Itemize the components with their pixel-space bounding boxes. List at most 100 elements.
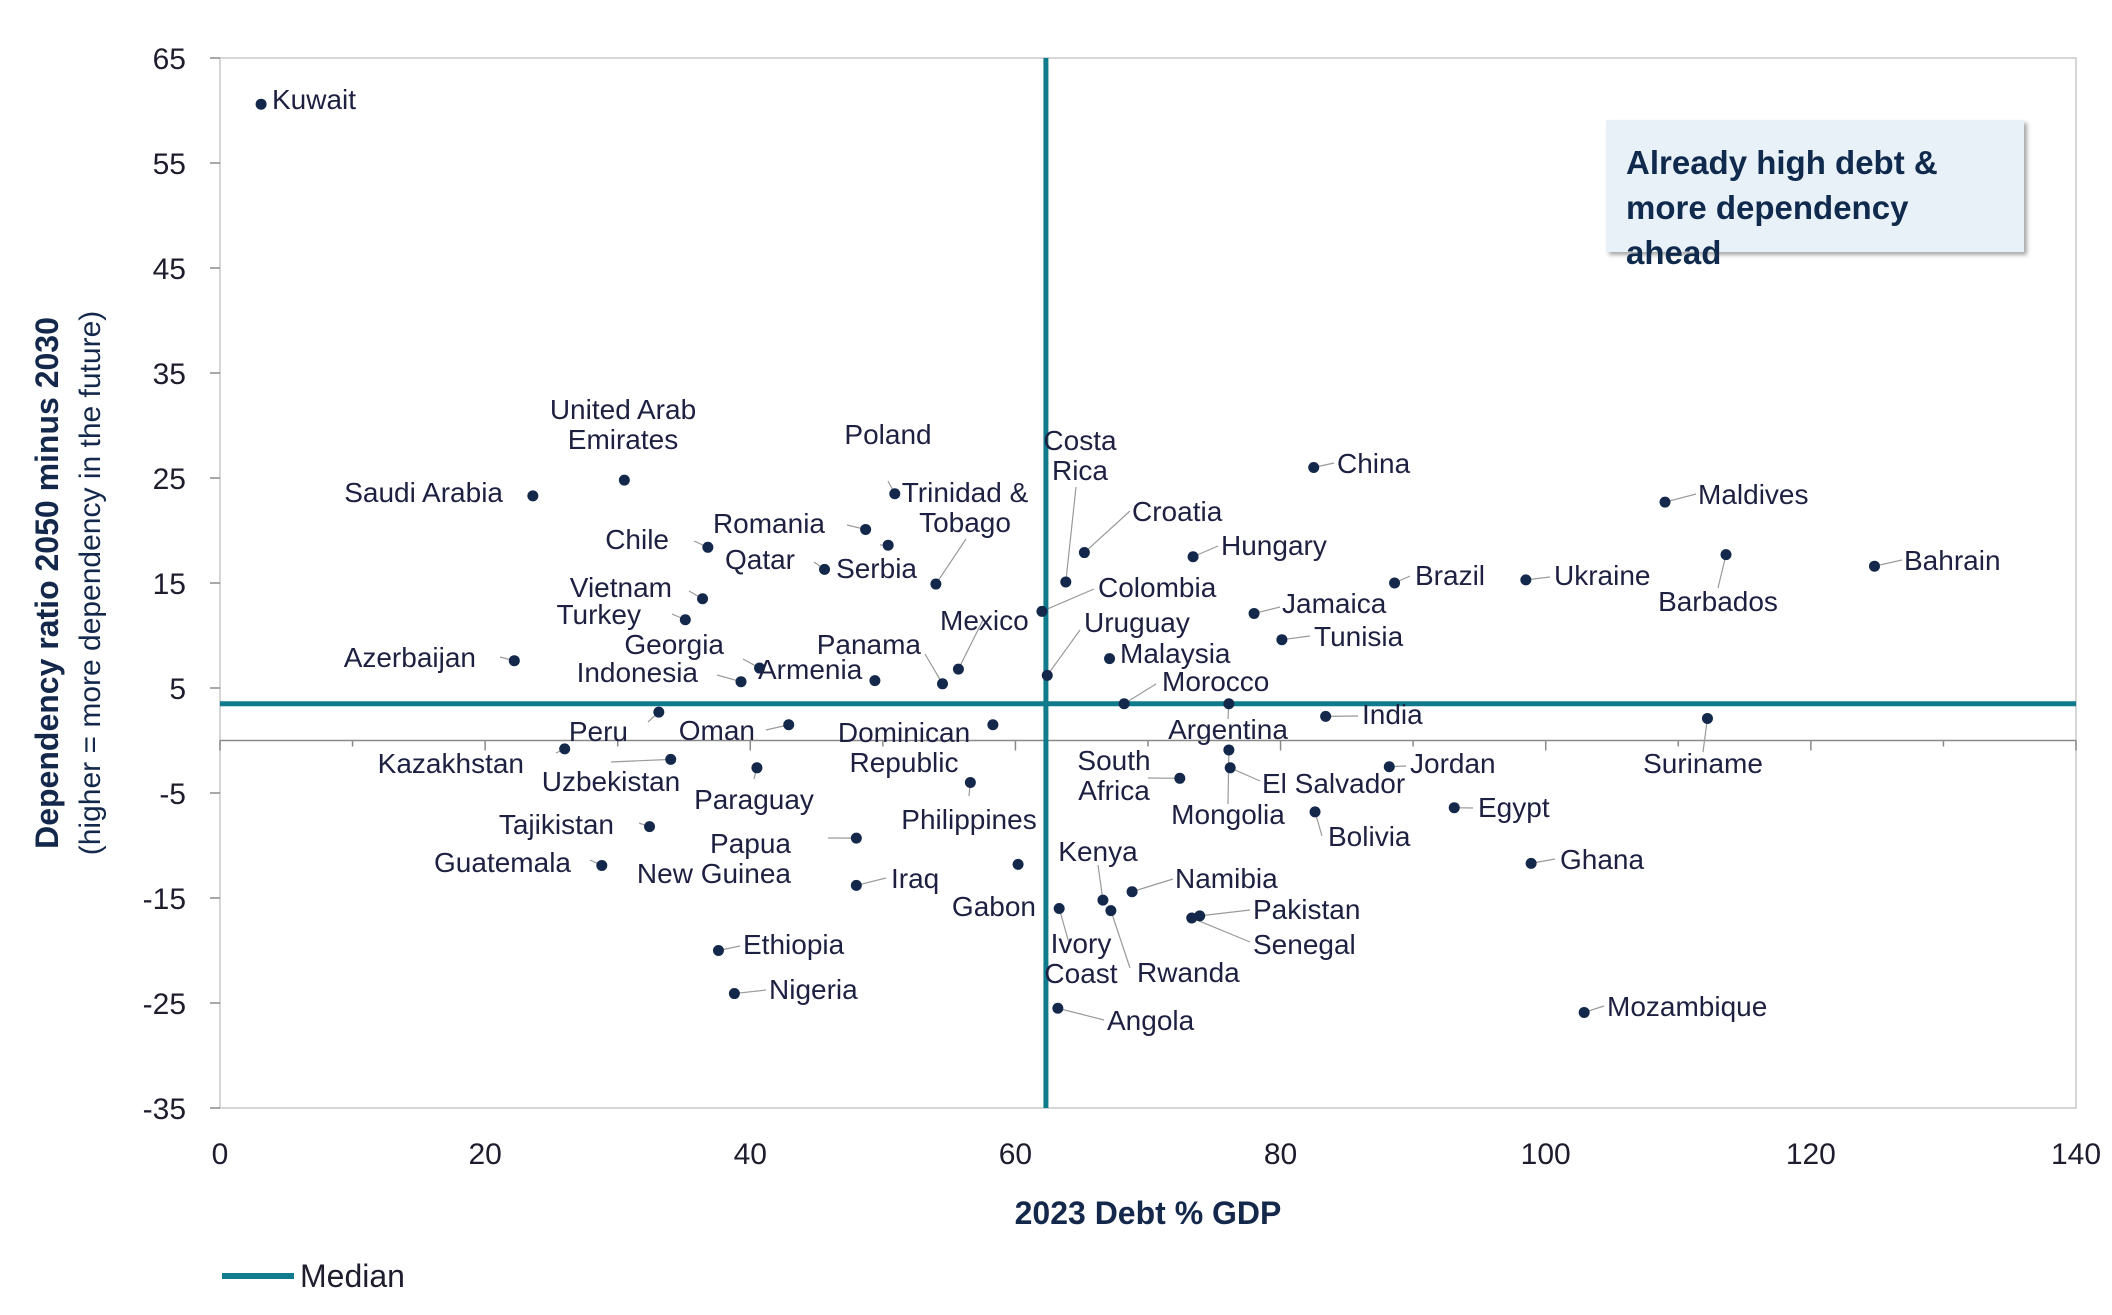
label-line: Costa [1043, 425, 1117, 456]
leader-barbados [1717, 554, 1727, 589]
point-poland [889, 488, 901, 500]
x-tick-label: 80 [1264, 1138, 1297, 1171]
label-line: Bahrain [1904, 545, 2001, 576]
point-egypt [1448, 802, 1460, 814]
label-line: Chile [605, 524, 669, 555]
label-dominican-republic: Dominican Republic [838, 717, 970, 778]
label-barbados: Barbados [1658, 586, 1778, 617]
point-united-arab-emirates [618, 474, 630, 486]
point-philippines [964, 777, 976, 788]
point-gabon [1012, 858, 1024, 870]
label-iraq: Iraq [891, 863, 939, 894]
label-line: Papua [710, 828, 791, 859]
label-line: Croatia [1132, 496, 1223, 527]
label-line: Georgia [624, 629, 724, 660]
label-line: Senegal [1253, 929, 1356, 960]
label-senegal: Senegal [1253, 929, 1356, 960]
label-serbia: Serbia [836, 553, 917, 584]
label-chile: Chile [605, 524, 669, 555]
label-line: Jordan [1410, 748, 1496, 779]
label-mongolia: Mongolia [1171, 799, 1285, 830]
label-line: Panama [817, 629, 922, 660]
label-layer: Kuwait Saudi Arabia United Arab Emirates Chi… [272, 84, 2001, 1036]
label-line: Trinidad & [902, 477, 1029, 508]
y-tick-label: 45 [153, 253, 186, 286]
label-el-salvador: El Salvador [1262, 768, 1405, 799]
label-kazakhstan: Kazakhstan [378, 748, 524, 779]
label-china: China [1337, 448, 1411, 479]
point-ivory-coast [1053, 903, 1065, 914]
label-ivory-coast: Ivory Coast [1044, 928, 1117, 989]
point-guatemala [596, 859, 608, 871]
point-bahrain [1868, 560, 1880, 572]
point-kenya [1097, 894, 1109, 906]
label-argentina: Argentina [1168, 714, 1288, 745]
point-bolivia [1309, 806, 1321, 818]
point-papua-new-guinea [850, 832, 862, 844]
label-line: New Guinea [637, 858, 792, 889]
leader-costa-rica [1065, 486, 1077, 583]
point-suriname [1701, 712, 1713, 724]
label-kenya: Kenya [1058, 836, 1138, 867]
label-line: Bolivia [1328, 821, 1411, 852]
label-jamaica: Jamaica [1282, 588, 1387, 619]
point-peru [653, 706, 665, 718]
label-line: El Salvador [1262, 768, 1405, 799]
leader-uzbekistan [610, 758, 671, 763]
point-barbados [1720, 549, 1732, 561]
label-line: Azerbaijan [344, 642, 476, 673]
point-romania [860, 523, 872, 535]
point-armenia [869, 675, 881, 687]
label-azerbaijan: Azerbaijan [344, 642, 476, 673]
label-line: Maldives [1698, 479, 1808, 510]
point-qatar [819, 563, 831, 575]
label-line: Kazakhstan [378, 748, 524, 779]
label-kuwait: Kuwait [272, 84, 356, 115]
point-trinidad-tobago [930, 578, 942, 590]
label-line: Ukraine [1554, 560, 1650, 591]
label-line: Paraguay [694, 784, 814, 815]
point-azerbaijan [508, 655, 520, 667]
label-line: Turkey [556, 599, 641, 630]
point-argentina [1223, 698, 1235, 710]
point-kazakhstan [559, 743, 571, 755]
leader-namibia [1131, 878, 1174, 893]
x-axis-title: 2023 Debt % GDP [1015, 1195, 1282, 1231]
x-tick-label: 40 [734, 1138, 767, 1171]
label-tunisia: Tunisia [1314, 621, 1404, 652]
leader-senegal [1191, 917, 1251, 943]
label-uruguay: Uruguay [1084, 607, 1190, 638]
label-line: Romania [713, 508, 825, 539]
point-hungary [1187, 551, 1199, 563]
label-croatia: Croatia [1132, 496, 1223, 527]
leader-ivory-coast [1058, 908, 1070, 944]
label-line: Angola [1107, 1005, 1195, 1036]
label-line: Colombia [1098, 572, 1217, 603]
label-bahrain: Bahrain [1904, 545, 2001, 576]
leader-angola [1057, 1007, 1105, 1021]
point-el-salvador [1224, 762, 1236, 774]
point-ukraine [1520, 574, 1532, 586]
y-axis-title: Dependency ratio 2050 minus 2030 [29, 317, 65, 849]
label-line: Africa [1078, 775, 1150, 806]
label-egypt: Egypt [1478, 792, 1550, 823]
label-line: Serbia [836, 553, 917, 584]
point-costa-rica [1060, 576, 1072, 588]
label-costa-rica: Costa Rica [1043, 425, 1117, 486]
label-poland: Poland [844, 419, 931, 450]
label-south-africa: South Africa [1077, 745, 1150, 806]
point-mexico [952, 663, 964, 675]
label-line: Tajikistan [499, 809, 614, 840]
label-line: Tobago [919, 507, 1011, 538]
point-croatia [1078, 547, 1090, 559]
quadrant-annotation: Already high debt & more dependency ahea… [1606, 120, 2024, 271]
label-ethiopia: Ethiopia [743, 929, 845, 960]
label-line: Kenya [1058, 836, 1138, 867]
label-line: Uzbekistan [542, 766, 681, 797]
point-jordan [1383, 761, 1395, 773]
label-line: Nigeria [769, 974, 858, 1005]
y-tick-label: -15 [143, 883, 186, 916]
label-tajikistan: Tajikistan [499, 809, 614, 840]
label-line: Egypt [1478, 792, 1550, 823]
label-line: Ghana [1560, 844, 1644, 875]
